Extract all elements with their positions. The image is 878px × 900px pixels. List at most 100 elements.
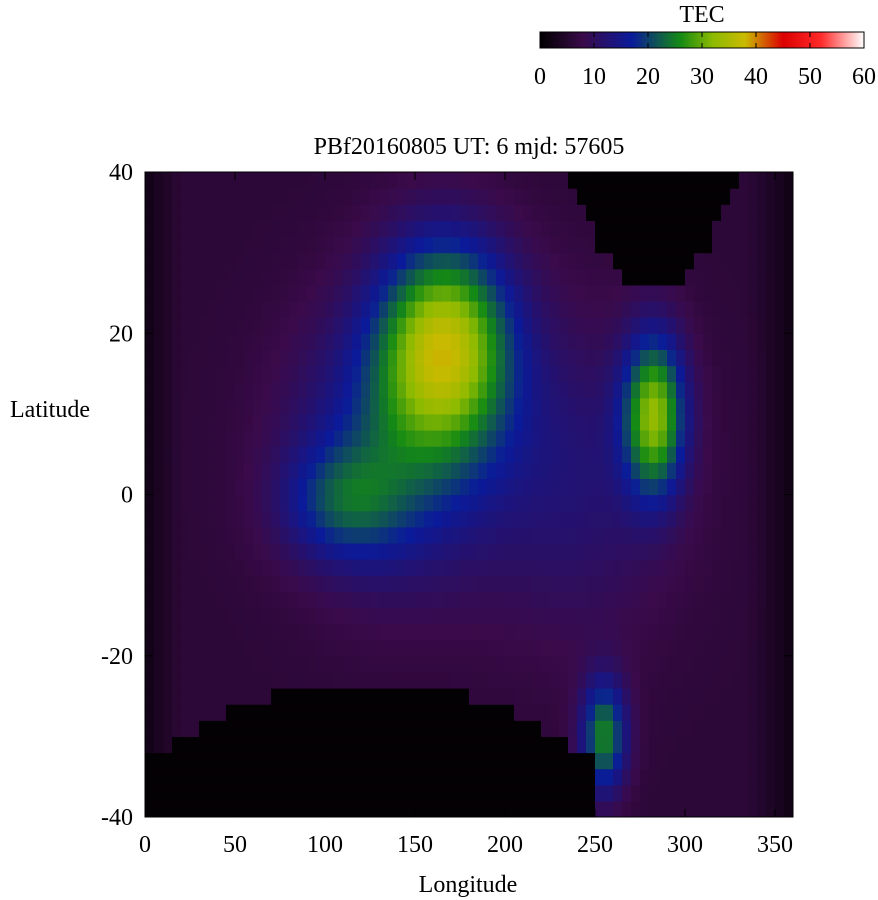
- heatmap-cell: [541, 301, 551, 318]
- heatmap-cell: [505, 655, 515, 673]
- heatmap-cell: [433, 720, 443, 737]
- heatmap-cell: [460, 284, 470, 302]
- heatmap-cell: [487, 413, 497, 431]
- heatmap-cell: [370, 284, 380, 302]
- heatmap-cell: [784, 268, 793, 286]
- heatmap-cell: [226, 446, 236, 463]
- heatmap-cell: [388, 284, 398, 302]
- heatmap-cell: [523, 188, 533, 205]
- heatmap-cell: [199, 655, 209, 673]
- heatmap-cell: [577, 317, 587, 334]
- heatmap-cell: [307, 591, 317, 608]
- heatmap-cell: [343, 688, 353, 705]
- heatmap-cell: [361, 446, 371, 463]
- heatmap-cell: [523, 365, 533, 383]
- heatmap-cell: [559, 301, 569, 318]
- heatmap-cell: [775, 784, 785, 802]
- heatmap-cell: [604, 575, 614, 592]
- heatmap-cell: [658, 317, 668, 334]
- heatmap-cell: [766, 559, 776, 576]
- heatmap-cell: [685, 188, 695, 205]
- heatmap-cell: [676, 655, 686, 673]
- heatmap-cell: [181, 671, 191, 689]
- heatmap-cell: [640, 591, 650, 608]
- heatmap-cell: [595, 317, 605, 334]
- heatmap-cell: [343, 430, 353, 447]
- heatmap-cell: [775, 397, 785, 415]
- heatmap-cell: [145, 575, 155, 592]
- heatmap-cell: [469, 688, 479, 705]
- heatmap-cell: [181, 494, 191, 512]
- heatmap-cell: [568, 204, 578, 221]
- heatmap-cell: [289, 784, 299, 802]
- heatmap-cell: [640, 800, 650, 817]
- heatmap-cell: [244, 284, 254, 302]
- heatmap-cell: [595, 752, 605, 770]
- heatmap-cell: [748, 478, 758, 496]
- heatmap-cell: [487, 494, 497, 512]
- heatmap-cell: [649, 736, 659, 754]
- heatmap-cell: [496, 365, 506, 383]
- heatmap-cell: [406, 559, 416, 576]
- heatmap-cell: [397, 236, 407, 254]
- heatmap-cell: [451, 413, 461, 431]
- heatmap-cell: [316, 284, 326, 302]
- heatmap-cell: [280, 462, 290, 479]
- heatmap-cell: [334, 510, 344, 528]
- heatmap-cell: [343, 768, 353, 786]
- heatmap-cell: [541, 204, 551, 221]
- heatmap-cell: [748, 188, 758, 205]
- heatmap-cell: [667, 381, 677, 399]
- heatmap-cell: [658, 639, 668, 657]
- heatmap-cell: [586, 188, 596, 205]
- heatmap-cell: [568, 317, 578, 334]
- heatmap-cell: [487, 220, 497, 238]
- heatmap-cell: [730, 349, 740, 367]
- heatmap-cell: [190, 413, 200, 431]
- heatmap-cell: [316, 688, 326, 705]
- heatmap-cell: [442, 301, 452, 318]
- heatmap-cell: [226, 462, 236, 479]
- heatmap-cell: [307, 720, 317, 737]
- heatmap-cell: [487, 333, 497, 350]
- heatmap-cell: [406, 220, 416, 238]
- heatmap-cell: [559, 268, 569, 286]
- heatmap-cell: [667, 252, 677, 270]
- heatmap-cell: [631, 623, 641, 641]
- heatmap-cell: [595, 800, 605, 817]
- heatmap-cell: [280, 591, 290, 608]
- heatmap-cell: [325, 800, 335, 817]
- heatmap-cell: [181, 591, 191, 608]
- heatmap-cell: [514, 236, 524, 254]
- heatmap-cell: [271, 784, 281, 802]
- heatmap-cell: [622, 188, 632, 205]
- heatmap-cell: [361, 736, 371, 754]
- heatmap-cell: [523, 446, 533, 463]
- heatmap-cell: [190, 349, 200, 367]
- heatmap-cell: [577, 252, 587, 270]
- heatmap-cell: [685, 671, 695, 689]
- heatmap-cell: [352, 430, 362, 447]
- heatmap-cell: [415, 381, 425, 399]
- heatmap-cell: [271, 446, 281, 463]
- heatmap-cell: [703, 462, 713, 479]
- heatmap-cell: [334, 188, 344, 205]
- heatmap-cell: [208, 559, 218, 576]
- heatmap-cell: [766, 671, 776, 689]
- y-tick-label: -40: [101, 805, 133, 831]
- heatmap-cell: [514, 188, 524, 205]
- heatmap-cell: [721, 284, 731, 302]
- heatmap-cell: [370, 478, 380, 496]
- heatmap-cell: [307, 333, 317, 350]
- heatmap-cell: [172, 172, 182, 189]
- heatmap-cell: [721, 204, 731, 221]
- heatmap-cell: [208, 704, 218, 721]
- heatmap-cell: [154, 752, 164, 770]
- heatmap-cell: [370, 301, 380, 318]
- heatmap-cell: [748, 784, 758, 802]
- heatmap-cell: [640, 607, 650, 625]
- heatmap-cell: [208, 768, 218, 786]
- heatmap-cell: [334, 333, 344, 350]
- heatmap-cell: [694, 542, 704, 560]
- heatmap-cell: [334, 413, 344, 431]
